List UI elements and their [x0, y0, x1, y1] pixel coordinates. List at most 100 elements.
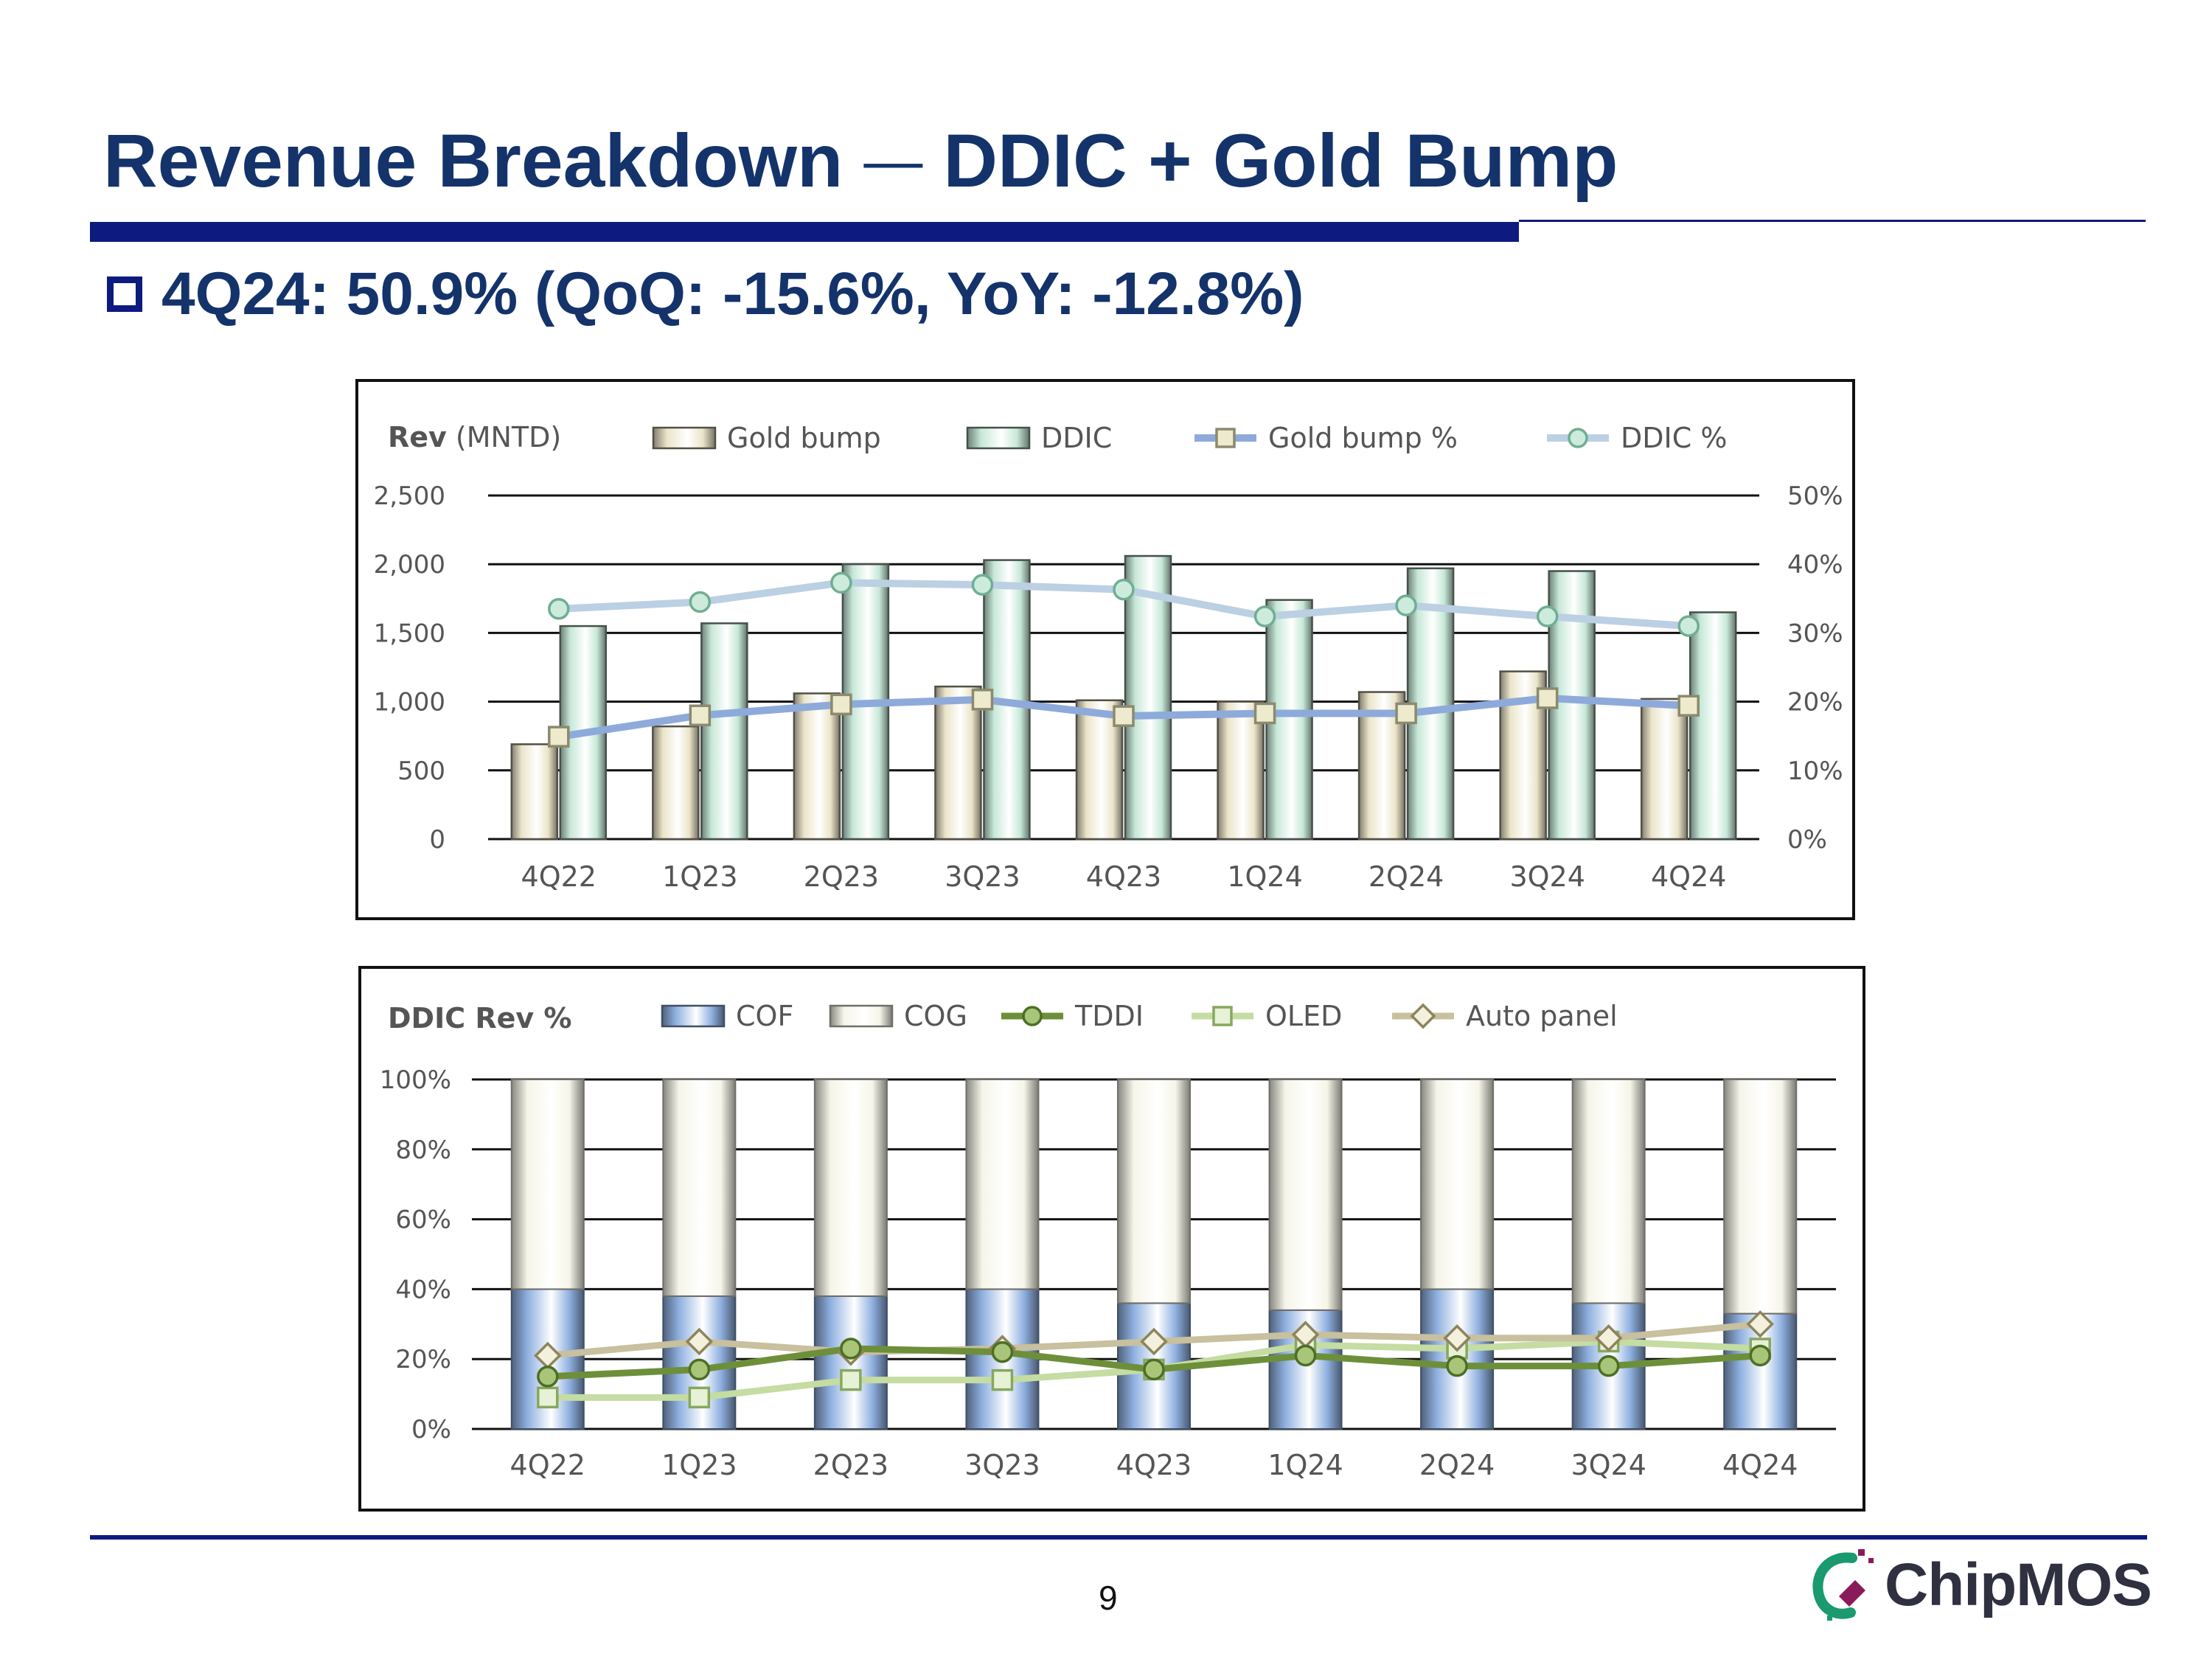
y-left-tick-label: 0 [429, 825, 445, 855]
point-ddic [1677, 615, 1700, 637]
x-tick-label: 3Q23 [945, 860, 1020, 893]
point-gold-bump [1113, 705, 1135, 727]
point-tddi [1597, 1354, 1620, 1377]
x-tick-label: 4Q22 [510, 1449, 585, 1481]
bar-cog [1723, 1079, 1798, 1315]
slide-title: Revenue Breakdown — DDIC + Gold Bump [103, 118, 1618, 204]
x-tick-label: 3Q23 [964, 1449, 1040, 1481]
point-ddic [689, 591, 712, 613]
page-number: 9 [1099, 1579, 1118, 1617]
y-tick-label: 40% [395, 1275, 451, 1304]
legend-marker-auto-panel [1410, 1003, 1436, 1029]
bar-cog [1420, 1079, 1495, 1290]
y-right-tick-label: 30% [1787, 619, 1843, 648]
y-right-tick-label: 50% [1787, 481, 1843, 511]
bar-cog [813, 1079, 888, 1297]
legend-label-cof: COF [736, 1000, 793, 1032]
bar-cog [662, 1079, 737, 1297]
y-right-tick-label: 40% [1787, 550, 1843, 580]
x-tick-label: 2Q23 [804, 860, 879, 893]
x-tick-label: 3Q24 [1509, 860, 1585, 893]
bar-gold-bump [510, 743, 559, 841]
title-dash: — [863, 128, 923, 193]
bar-gold-bump [793, 692, 841, 841]
bar-ddic [700, 622, 748, 841]
point-oled [537, 1386, 559, 1409]
y-left-tick-label: 2,000 [374, 550, 445, 580]
y-tick-label: 60% [395, 1206, 451, 1235]
point-auto-panel [1443, 1324, 1471, 1352]
x-tick-label: 1Q23 [662, 860, 737, 893]
bar-cog [1268, 1079, 1343, 1311]
chart-title: DDIC Rev % [388, 1002, 571, 1034]
y-right-tick-label: 20% [1787, 688, 1843, 717]
title-left: Revenue Breakdown [103, 119, 844, 203]
y-left-tick-label: 1,000 [374, 688, 445, 717]
bar-ddic [1124, 554, 1172, 841]
point-gold-bump [548, 726, 570, 748]
point-gold-bump [1536, 687, 1559, 709]
point-oled [688, 1386, 711, 1409]
ddic-mix-chart: 0% 20% 40% 60% 80% 100% 4Q22 1Q23 2Q23 3Q23 4Q23 1Q… [380, 1000, 1836, 1481]
point-ddic [1395, 594, 1417, 616]
y-tick-label: 0% [411, 1415, 451, 1444]
bar-gold-bump [1217, 700, 1265, 841]
y-tick-label: 20% [395, 1345, 451, 1374]
subtitle: 4Q24: 50.9% (QoQ: -15.6%, YoY: -12.8%) [107, 260, 1304, 329]
point-ddic [1113, 578, 1135, 601]
revenue-chart: 0 500 1,000 1,500 2,000 2,500 0% 10% 20% 30% 40% 50… [374, 421, 1843, 893]
point-gold-bump [830, 693, 852, 716]
point-tddi [537, 1366, 559, 1388]
point-auto-panel [1140, 1327, 1168, 1356]
legend-marker-gold-bump [1215, 428, 1236, 448]
x-tick-label: 4Q23 [1116, 1449, 1192, 1481]
legend-label-gold-bump: Gold bump [727, 422, 881, 454]
x-tick-label: 1Q24 [1227, 860, 1302, 893]
legend-label-ddic: DDIC [1041, 422, 1112, 454]
bar-cog [1571, 1079, 1646, 1304]
legend-label-tddi: TDDI [1074, 1000, 1144, 1032]
legend-swatch-gold-bump [652, 426, 717, 450]
x-tick-label: 4Q23 [1086, 860, 1161, 893]
revenue-chart-panel: 0 500 1,000 1,500 2,000 2,500 0% 10% 20% 30% 40% 50… [355, 379, 1855, 920]
legend-swatch-ddic [966, 426, 1031, 450]
point-gold-bump [1253, 702, 1276, 725]
x-tick-label: 2Q24 [1368, 860, 1444, 893]
bar-ddic [1688, 611, 1737, 841]
y-left-tick-label: 2,500 [374, 481, 445, 511]
point-ddic [1536, 605, 1559, 627]
legend-label-auto-panel: Auto panel [1466, 1000, 1618, 1032]
legend-marker-oled [1212, 1006, 1233, 1026]
legend-label-ddic: DDIC % [1621, 422, 1727, 454]
company-logo: ChipMOS [1806, 1545, 2152, 1626]
y-right-tick-label: 0% [1787, 825, 1827, 855]
title-rule-thick [90, 222, 1519, 242]
point-tddi [840, 1338, 862, 1360]
title-right: DDIC + Gold Bump [943, 119, 1618, 203]
ddic-mix-chart-panel: 0% 20% 40% 60% 80% 100% 4Q22 1Q23 2Q23 3Q23 4Q23 1Q… [358, 966, 1865, 1512]
bar-cog [510, 1079, 585, 1290]
y-left-tick-label: 500 [397, 757, 445, 786]
point-gold-bump [1395, 702, 1417, 725]
y-left-tick-label: 1,500 [374, 619, 445, 648]
legend-label-cog: COG [904, 1000, 967, 1032]
legend-marker-ddic [1568, 428, 1588, 448]
x-tick-label: 2Q24 [1419, 1449, 1495, 1481]
point-auto-panel [1594, 1324, 1623, 1352]
point-oled [991, 1368, 1014, 1391]
y-right-tick-label: 10% [1787, 757, 1843, 786]
point-ddic [548, 598, 570, 620]
point-ddic [1253, 605, 1276, 627]
point-auto-panel [1746, 1310, 1774, 1338]
x-tick-label: 4Q22 [521, 860, 597, 893]
point-tddi [991, 1340, 1014, 1363]
point-tddi [688, 1358, 711, 1381]
title-rule-thin [1519, 220, 2146, 222]
footer-rule [90, 1535, 2147, 1540]
bar-gold-bump [652, 725, 700, 841]
legend-label-gold-bump: Gold bump % [1268, 422, 1458, 454]
x-tick-label: 1Q24 [1267, 1449, 1343, 1481]
x-tick-label: 4Q24 [1722, 1449, 1798, 1481]
logo-text: ChipMOS [1885, 1551, 2152, 1618]
bar-gold-bump [934, 685, 982, 841]
